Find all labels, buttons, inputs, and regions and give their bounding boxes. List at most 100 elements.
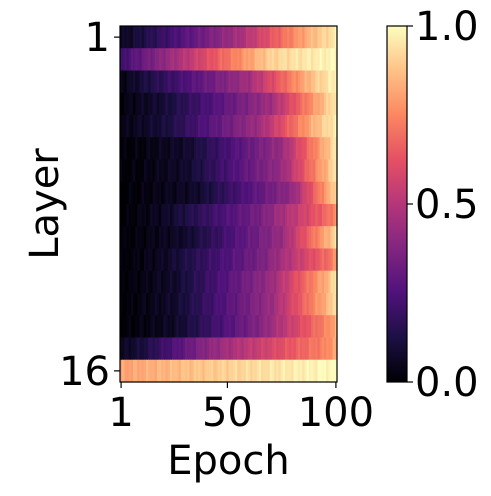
heatmap-cell <box>176 115 180 138</box>
heatmap-cell <box>271 226 275 250</box>
heatmap-cell <box>172 315 175 339</box>
heatmap-cell <box>313 115 316 138</box>
heatmap-cell <box>130 270 134 294</box>
heatmap-cell <box>172 181 175 205</box>
heatmap-cell <box>193 248 197 272</box>
heatmap-cell <box>232 204 236 227</box>
heatmap-cell <box>317 26 321 49</box>
heatmap-cell <box>154 48 158 72</box>
heatmap-cell <box>189 359 193 383</box>
heatmap-cell <box>274 137 277 161</box>
heatmap-cell <box>185 270 188 294</box>
heatmap-cell <box>176 181 180 205</box>
heatmap-cell <box>141 248 145 272</box>
heatmap-cell <box>187 248 191 272</box>
heatmap-cell <box>204 293 208 316</box>
heatmap-cell <box>180 359 184 383</box>
heatmap-cell <box>178 270 182 294</box>
heatmap-cell <box>282 248 286 272</box>
heatmap-cell <box>135 248 138 272</box>
heatmap-cell <box>230 337 234 361</box>
heatmap-cell <box>178 293 182 316</box>
heatmap-cell <box>191 48 195 72</box>
heatmap-cell <box>282 315 286 339</box>
heatmap-cell <box>191 26 195 49</box>
heatmap-cell <box>182 26 186 49</box>
heatmap-cell <box>330 248 334 272</box>
heatmap-cell <box>323 337 327 361</box>
heatmap-cell <box>156 270 160 294</box>
heatmap-cell <box>315 270 319 294</box>
heatmap-cell <box>141 293 145 316</box>
heatmap-cell <box>124 270 128 294</box>
heatmap-cell <box>313 204 316 227</box>
heatmap-cell <box>287 293 290 316</box>
heatmap-cell <box>297 337 301 361</box>
heatmap-cell <box>180 48 184 72</box>
heatmap-cell <box>258 315 262 339</box>
heatmap-cell <box>334 293 338 316</box>
heatmap-cell <box>297 137 301 161</box>
heatmap-cell <box>174 92 178 116</box>
heatmap-cell <box>326 159 329 183</box>
heatmap-cell <box>167 315 171 339</box>
heatmap-cell <box>211 226 214 250</box>
heatmap-cell <box>237 359 240 383</box>
heatmap-cell <box>178 26 182 49</box>
heatmap-cell <box>156 337 160 361</box>
heatmap-cell <box>265 181 269 205</box>
heatmap-cell <box>120 159 123 183</box>
heatmap-cell <box>154 359 158 383</box>
heatmap-cell <box>280 26 284 49</box>
heatmap-cell <box>332 226 336 250</box>
heatmap-cell <box>204 137 208 161</box>
heatmap-cell <box>195 337 199 361</box>
heatmap-cell <box>148 115 151 138</box>
heatmap-cell <box>241 159 245 183</box>
heatmap-cell <box>204 115 208 138</box>
heatmap-cell <box>152 137 156 161</box>
heatmap-cell <box>263 315 266 339</box>
heatmap-cell <box>211 159 214 183</box>
heatmap-cell <box>332 248 336 272</box>
heatmap-cell <box>287 48 290 72</box>
heatmap-cell <box>135 137 138 161</box>
heatmap-cell <box>328 293 332 316</box>
heatmap-cell <box>304 181 308 205</box>
heatmap-cell <box>135 226 138 250</box>
heatmap-cell <box>128 137 132 161</box>
heatmap-cell <box>291 92 295 116</box>
heatmap-cell <box>250 48 253 72</box>
heatmap-cell <box>276 48 280 72</box>
heatmap-cell <box>263 226 266 250</box>
heatmap-cell <box>122 48 125 72</box>
heatmap-cell <box>128 270 132 294</box>
heatmap-cell <box>189 26 193 49</box>
heatmap-cell <box>274 92 277 116</box>
heatmap-cell <box>308 48 312 72</box>
heatmap-cell <box>191 159 195 183</box>
heatmap-cell <box>143 70 147 94</box>
heatmap-cell <box>256 337 260 361</box>
heatmap-cell <box>232 270 236 294</box>
heatmap-cell <box>156 70 160 94</box>
heatmap-cell <box>232 181 236 205</box>
heatmap-cell <box>178 159 182 183</box>
heatmap-cell <box>133 204 136 227</box>
heatmap-cell <box>191 359 195 383</box>
heatmap-cell <box>146 248 149 272</box>
heatmap-cell <box>241 337 245 361</box>
heatmap-cell <box>252 337 256 361</box>
heatmap-cell <box>269 293 273 316</box>
heatmap-cell <box>185 337 188 361</box>
heatmap-cell <box>206 337 210 361</box>
heatmap-cell <box>326 270 329 294</box>
heatmap-cell <box>237 248 240 272</box>
heatmap-cell <box>274 248 277 272</box>
heatmap-cell <box>323 315 327 339</box>
heatmap-cell <box>226 70 230 94</box>
heatmap-cell <box>254 315 258 339</box>
heatmap-cell <box>267 92 271 116</box>
heatmap-cell <box>141 337 145 361</box>
heatmap-cell <box>241 48 245 72</box>
